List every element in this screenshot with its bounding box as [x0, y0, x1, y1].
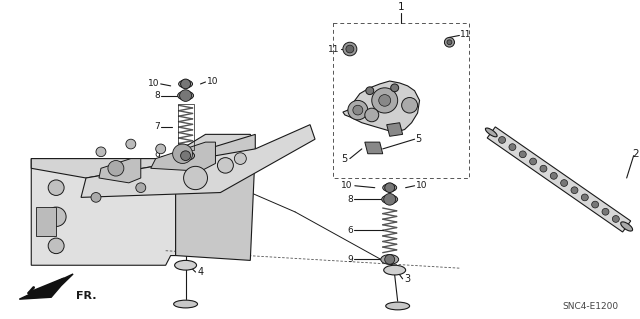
Ellipse shape: [386, 302, 410, 310]
Bar: [333, 23, 469, 178]
Polygon shape: [487, 127, 630, 232]
Polygon shape: [387, 123, 403, 136]
Circle shape: [365, 108, 379, 122]
Circle shape: [612, 216, 620, 222]
Polygon shape: [175, 134, 255, 260]
Text: 10: 10: [148, 79, 160, 88]
Circle shape: [180, 151, 191, 160]
Bar: [36, 207, 56, 236]
Circle shape: [591, 201, 598, 208]
Circle shape: [519, 151, 526, 158]
Circle shape: [353, 105, 363, 115]
Circle shape: [156, 144, 166, 154]
Circle shape: [136, 183, 146, 193]
Circle shape: [581, 194, 588, 201]
Circle shape: [48, 238, 64, 254]
Text: 10: 10: [341, 181, 353, 190]
Circle shape: [348, 100, 368, 120]
Text: 6: 6: [347, 226, 353, 235]
Circle shape: [602, 208, 609, 215]
Circle shape: [180, 90, 191, 101]
Ellipse shape: [381, 195, 397, 204]
Text: 1: 1: [397, 2, 404, 12]
Polygon shape: [99, 159, 141, 183]
Text: 11: 11: [460, 30, 472, 39]
Circle shape: [346, 45, 354, 53]
Circle shape: [108, 160, 124, 176]
Circle shape: [234, 153, 246, 164]
Circle shape: [366, 87, 374, 95]
Ellipse shape: [384, 265, 406, 275]
Circle shape: [372, 88, 397, 113]
Circle shape: [385, 183, 395, 193]
Circle shape: [550, 173, 557, 179]
Polygon shape: [151, 142, 216, 171]
Text: 7: 7: [154, 122, 160, 131]
Ellipse shape: [173, 300, 198, 308]
Ellipse shape: [383, 184, 397, 192]
Text: 3: 3: [404, 274, 411, 284]
Ellipse shape: [485, 128, 497, 137]
Text: 8: 8: [154, 91, 160, 100]
Text: 9: 9: [347, 255, 353, 264]
Circle shape: [384, 194, 396, 205]
Ellipse shape: [178, 91, 193, 100]
Text: 2: 2: [632, 149, 639, 159]
Circle shape: [390, 84, 399, 92]
Circle shape: [343, 42, 357, 56]
Circle shape: [91, 193, 101, 202]
Circle shape: [218, 158, 234, 173]
Polygon shape: [19, 274, 73, 299]
Circle shape: [509, 144, 516, 151]
Circle shape: [180, 79, 191, 89]
Circle shape: [444, 37, 454, 47]
Ellipse shape: [444, 39, 454, 45]
Circle shape: [173, 144, 193, 163]
Circle shape: [402, 98, 417, 113]
Polygon shape: [31, 134, 255, 178]
Circle shape: [48, 180, 64, 196]
Ellipse shape: [621, 222, 632, 231]
Text: FR.: FR.: [76, 291, 97, 301]
Circle shape: [499, 137, 506, 143]
Polygon shape: [31, 159, 175, 265]
Polygon shape: [343, 81, 420, 132]
Ellipse shape: [177, 151, 195, 160]
Text: 11: 11: [328, 45, 340, 54]
Text: 10: 10: [207, 78, 218, 86]
Text: 4: 4: [198, 267, 204, 277]
Circle shape: [540, 165, 547, 172]
Ellipse shape: [381, 255, 399, 264]
Circle shape: [96, 147, 106, 157]
Polygon shape: [365, 142, 383, 154]
Circle shape: [46, 207, 66, 226]
Circle shape: [530, 158, 536, 165]
Circle shape: [385, 255, 395, 264]
Text: 5: 5: [415, 134, 422, 144]
Text: 8: 8: [347, 195, 353, 204]
Text: 9: 9: [154, 152, 160, 161]
Text: SNC4-E1200: SNC4-E1200: [563, 302, 619, 311]
Text: 10: 10: [415, 181, 427, 190]
Circle shape: [561, 180, 568, 186]
Ellipse shape: [179, 80, 193, 88]
Polygon shape: [81, 125, 315, 197]
Ellipse shape: [175, 260, 196, 270]
Circle shape: [571, 187, 578, 194]
Circle shape: [379, 95, 390, 106]
Circle shape: [126, 139, 136, 149]
Text: 5: 5: [342, 153, 348, 164]
Bar: [178, 104, 193, 150]
Circle shape: [447, 40, 452, 45]
Circle shape: [184, 166, 207, 189]
